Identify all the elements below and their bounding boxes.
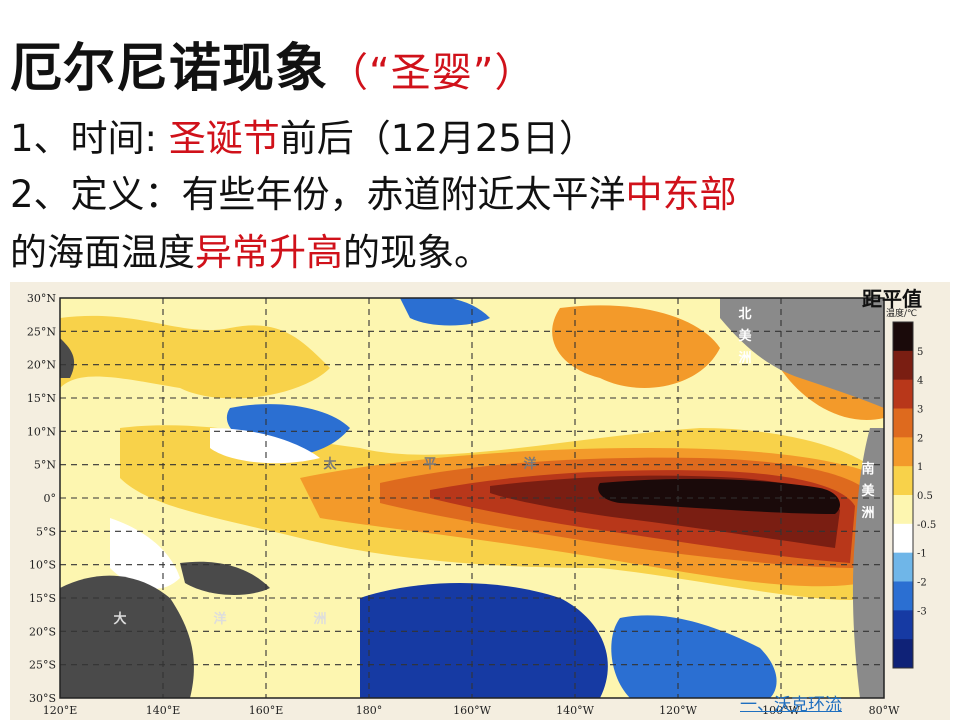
legend-swatch <box>893 495 913 525</box>
land-north-america <box>720 298 884 408</box>
map-frame <box>59 297 885 699</box>
definition-line-2: 的海面温度异常升高的现象。 <box>10 222 491 276</box>
sst-anomaly-map: 30°N 25°N 20°N 15°N 10°N 5°N 0° 5°S 10°S 15°S 20°S… <box>0 278 960 720</box>
continent-label: 平 <box>423 457 436 472</box>
legend-tick-label: 1 <box>917 462 923 473</box>
anomaly-peak <box>598 478 840 514</box>
legend-swatch <box>893 350 913 381</box>
land-australia <box>60 575 194 698</box>
lon-label: 80°W <box>869 704 900 717</box>
map-svg: 30°N 25°N 20°N 15°N 10°N 5°N 0° 5°S 10°S 15°S 20°S… <box>10 282 950 720</box>
land-new-guinea <box>180 561 270 595</box>
legend-tick-label: 5 <box>917 347 923 358</box>
continent-label: 美 <box>861 483 875 499</box>
legend-swatch <box>893 610 913 640</box>
continent-label: 美 <box>738 328 752 344</box>
definition2-suffix: 的现象。 <box>343 231 491 274</box>
continent-label: 北 <box>738 307 751 322</box>
anomaly-patch <box>60 315 330 399</box>
legend-swatch <box>893 581 913 611</box>
legend-swatch <box>893 552 913 582</box>
continent-label: 洋 <box>213 611 226 627</box>
legend-tick-label: -1 <box>917 549 927 560</box>
legend-swatch <box>893 379 913 409</box>
legend-swatch <box>893 466 913 496</box>
lon-label: 140°W <box>556 704 594 717</box>
time-prefix: 1、时间: <box>10 117 169 160</box>
lat-label: 10°S <box>29 559 56 572</box>
title-main: 厄尔尼诺现象 <box>10 39 329 99</box>
legend-tick-label: -0.5 <box>917 520 936 531</box>
legend-tick-label: 2 <box>917 433 923 444</box>
continent-label: 太 <box>322 456 337 472</box>
legend-swatch <box>893 322 913 352</box>
lon-labels: 120°E 140°E 160°E 180° 160°W 140°W 120°W 100°W 8… <box>43 704 900 717</box>
lat-label: 30°S <box>29 692 56 705</box>
neutral-patch <box>210 428 320 464</box>
continent-label: 洲 <box>861 506 874 521</box>
time-highlight: 圣诞节 <box>168 117 280 160</box>
lon-label: 160°E <box>249 704 284 717</box>
land-south-america <box>852 428 884 698</box>
lat-label: 25°S <box>29 659 56 672</box>
lat-label: 5°N <box>34 459 56 472</box>
continent-label: 洲 <box>313 612 326 627</box>
land-asia <box>60 298 75 378</box>
lat-labels: 30°N 25°N 20°N 15°N 10°N 5°N 0° 5°S 10°S 15°S 20°S… <box>27 292 56 705</box>
definition-line: 2、定义：有些年份，赤道附近太平洋中东部 <box>10 164 737 218</box>
legend-swatch <box>893 437 913 467</box>
legend-tick-label: 3 <box>917 405 923 416</box>
lat-label: 5°S <box>36 525 56 538</box>
continent-label: 南 <box>861 461 874 477</box>
lat-label: 20°S <box>29 625 56 638</box>
time-line: 1、时间: 圣诞节前后（12月25日） <box>10 108 596 162</box>
lon-label: 120°E <box>43 704 78 717</box>
cold-patch <box>611 615 777 698</box>
lat-label: 25°N <box>27 325 56 338</box>
continent-labels: 北美洲南美洲大洋洲太平洋 <box>113 307 875 627</box>
title-sub: （“圣婴”） <box>328 50 536 96</box>
legend-unit: 温度/℃ <box>886 307 917 319</box>
continent-label: 大 <box>113 611 126 627</box>
definition-highlight: 中东部 <box>625 173 737 216</box>
continent-label: 洲 <box>738 351 751 366</box>
continent-label: 洋 <box>523 456 536 472</box>
cold-patch <box>360 583 608 698</box>
lon-label: 160°W <box>453 704 491 717</box>
legend-swatch <box>893 408 913 438</box>
lon-label: 180° <box>356 704 383 717</box>
definition-prefix: 2、定义：有些年份，赤道附近太平洋 <box>10 173 626 216</box>
color-legend: 温度/℃ 5 4 3 2 1 0.5 -0.5 -1 -2 -3 <box>886 307 936 669</box>
definition2-highlight: 异常升高 <box>195 231 343 274</box>
lat-label: 20°N <box>27 359 56 372</box>
neutral-patch <box>110 518 180 589</box>
cold-patch <box>400 298 490 326</box>
lat-label: 30°N <box>27 292 56 305</box>
slide-title: 厄尔尼诺现象（“圣婴”） <box>10 26 535 101</box>
walker-circulation-link[interactable]: 一、沃克环流 <box>740 695 842 715</box>
lat-label: 0° <box>44 492 57 505</box>
legend-tick-label: 4 <box>917 376 923 387</box>
definition2-prefix: 的海面温度 <box>10 231 195 274</box>
lat-label: 15°S <box>29 592 56 605</box>
lon-label: 100°W <box>762 704 800 717</box>
legend-title: 距平值 <box>862 287 922 311</box>
legend-tick-label: -2 <box>917 578 927 589</box>
time-suffix: 前后（12月25日） <box>279 117 596 160</box>
legend-tick-label: -3 <box>917 606 927 617</box>
legend-tick-label: 0.5 <box>917 491 933 502</box>
lat-label: 15°N <box>27 392 56 405</box>
lon-label: 120°W <box>659 704 697 717</box>
legend-swatch <box>893 639 913 669</box>
legend-frame <box>892 321 914 669</box>
map-grid <box>60 298 884 698</box>
legend-swatch <box>893 523 913 554</box>
lat-label: 10°N <box>27 425 56 438</box>
lon-label: 140°E <box>146 704 181 717</box>
